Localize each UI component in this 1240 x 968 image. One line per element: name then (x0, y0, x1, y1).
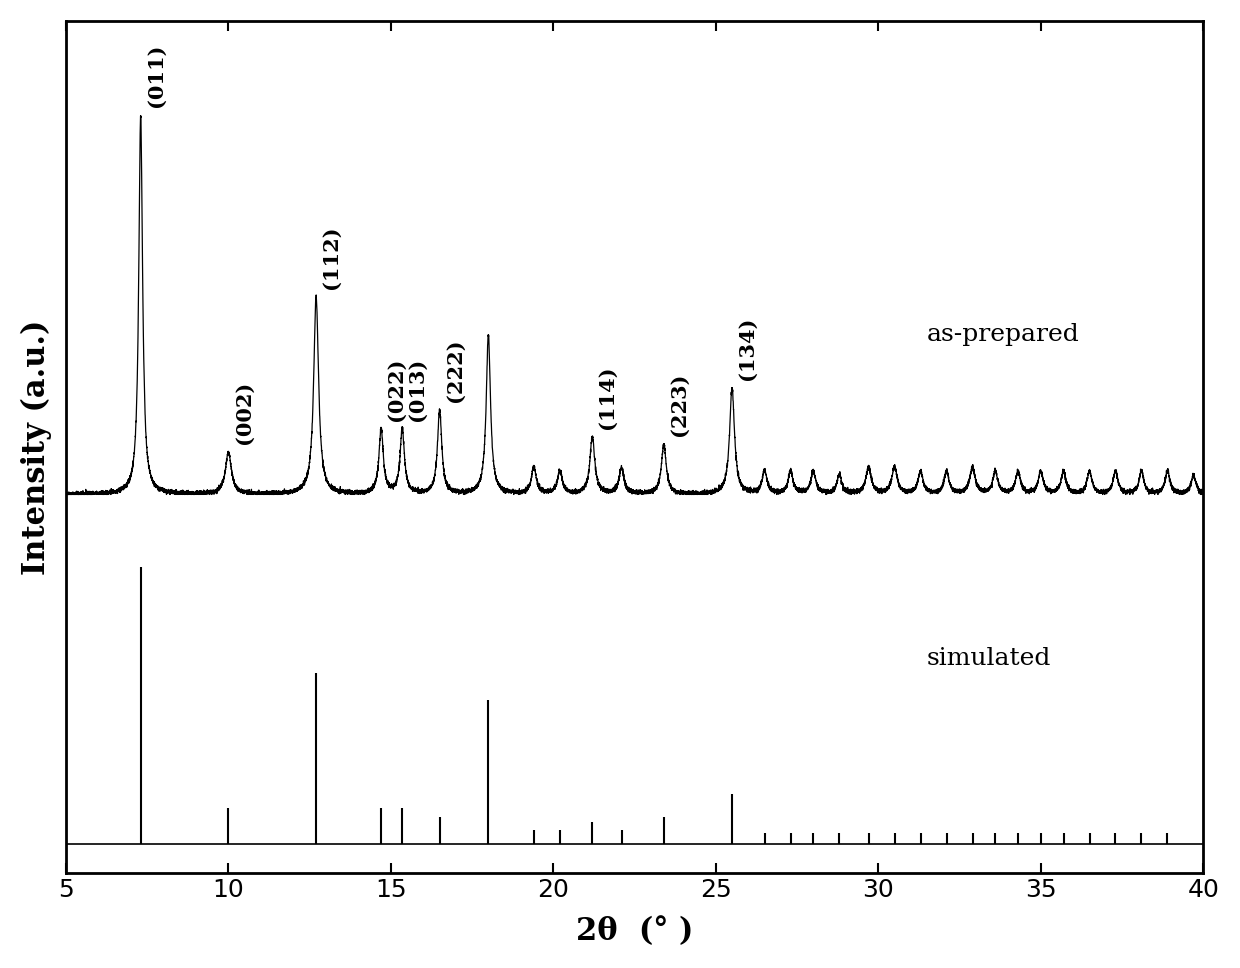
Text: simulated: simulated (928, 647, 1052, 670)
Text: (112): (112) (321, 226, 341, 288)
Text: (011): (011) (145, 44, 166, 106)
X-axis label: 2θ  (° ): 2θ (° ) (575, 916, 693, 947)
Text: as-prepared: as-prepared (928, 322, 1080, 346)
Text: (134): (134) (737, 317, 756, 379)
Text: (114): (114) (598, 365, 618, 429)
Y-axis label: Intensity (a.u.): Intensity (a.u.) (21, 319, 52, 575)
Text: (022): (022) (386, 358, 405, 421)
Text: (222): (222) (444, 339, 465, 403)
Text: (223): (223) (668, 373, 688, 437)
Text: (002): (002) (233, 380, 253, 444)
Text: (013): (013) (407, 358, 427, 421)
